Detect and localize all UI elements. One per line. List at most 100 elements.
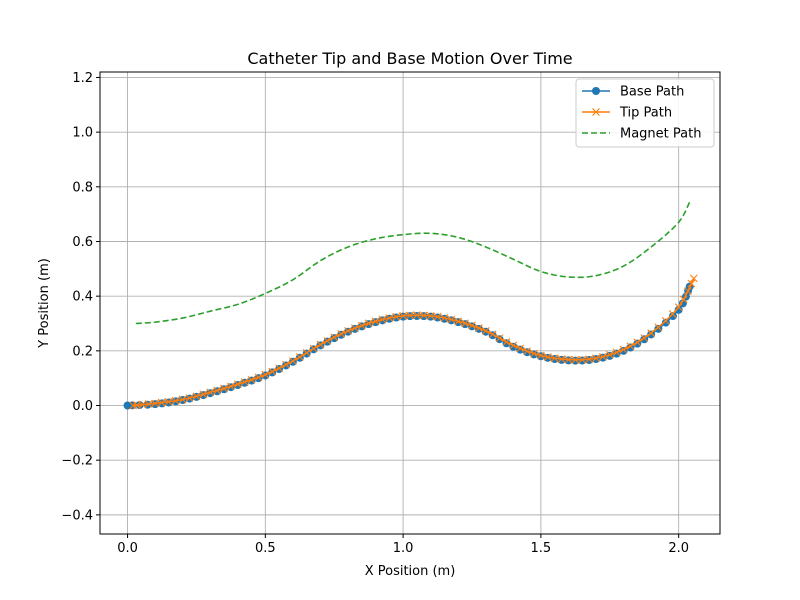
data-point — [612, 348, 621, 357]
y-tick-label: 1.2 — [72, 71, 93, 86]
data-point — [647, 329, 655, 337]
data-point — [316, 340, 325, 349]
data-point — [468, 321, 476, 330]
data-point — [578, 355, 587, 364]
plot-frame — [99, 71, 721, 535]
legend-label: Magnet Path — [620, 127, 701, 142]
y-axis-ticks: −0.4 −0.2 0.0 0.2 0.4 0.6 0.8 1.0 1.2 — [61, 71, 100, 523]
data-point — [344, 326, 352, 335]
data-point — [371, 317, 380, 326]
series-line — [135, 201, 691, 325]
data-point — [337, 330, 345, 338]
data-point — [392, 312, 401, 321]
legend-label: Base Path — [620, 85, 684, 100]
data-point — [633, 338, 642, 347]
data-point — [323, 336, 332, 345]
x-tick-label: 2.0 — [668, 541, 689, 556]
data-point — [240, 378, 249, 386]
data-point — [213, 386, 221, 395]
data-point — [668, 310, 677, 318]
series-tip-path — [129, 274, 698, 410]
data-point — [475, 324, 483, 332]
data-point — [351, 324, 359, 332]
data-point — [605, 350, 614, 359]
data-point — [543, 353, 552, 361]
y-tick-label: 0.2 — [72, 344, 93, 359]
data-point — [385, 314, 394, 322]
data-point — [178, 395, 187, 404]
data-point — [275, 364, 283, 373]
data-point — [426, 311, 435, 320]
legend-box — [575, 78, 715, 148]
data-point — [227, 382, 235, 391]
y-axis-label: Y Position (m) — [37, 258, 52, 349]
data-point — [654, 323, 663, 332]
data-point — [689, 274, 698, 283]
data-point — [516, 344, 525, 353]
data-point — [206, 388, 215, 397]
data-point — [399, 311, 407, 320]
data-point — [289, 357, 297, 365]
data-point — [619, 345, 628, 354]
data-point — [585, 355, 593, 364]
data-point — [537, 351, 545, 360]
data-point — [481, 326, 490, 335]
data-point — [138, 400, 147, 409]
data-point — [447, 315, 456, 324]
data-point — [661, 316, 670, 325]
y-tick-label: 0.4 — [72, 290, 93, 305]
data-point — [247, 375, 256, 384]
x-tick-label: 1.0 — [393, 541, 414, 556]
data-point — [433, 312, 442, 321]
data-point — [261, 370, 270, 379]
data-point — [171, 396, 180, 405]
y-tick-label: −0.4 — [61, 508, 93, 523]
legend-item: Tip Path — [582, 106, 672, 121]
series-magnet-path — [135, 201, 691, 325]
data-point — [440, 314, 449, 322]
y-tick-label: 0.6 — [72, 235, 93, 250]
data-point — [592, 354, 600, 363]
data-point — [185, 394, 194, 402]
data-point — [495, 334, 504, 342]
y-tick-label: 0.0 — [72, 399, 93, 414]
data-point — [378, 315, 387, 324]
data-point — [599, 352, 607, 361]
data-point — [268, 367, 277, 376]
legend-item: Base Path — [582, 85, 684, 100]
grid — [100, 72, 720, 534]
x-axis-ticks: 0.0 0.5 1.0 1.5 2.0 — [117, 534, 689, 556]
data-point — [684, 287, 692, 296]
data-point — [357, 321, 366, 330]
data-point — [419, 311, 428, 320]
data-point — [254, 373, 263, 382]
y-tick-label: 1.0 — [72, 126, 93, 141]
data-point — [454, 317, 463, 326]
x-axis-label: X Position (m) — [365, 564, 456, 579]
x-tick-label: 0.5 — [255, 541, 276, 556]
data-point — [550, 354, 559, 363]
y-tick-label: 0.8 — [72, 180, 93, 195]
data-point — [687, 279, 696, 288]
x-tick-label: 0.0 — [117, 541, 138, 556]
data-point — [192, 392, 201, 401]
data-point — [295, 353, 304, 361]
chart-title: Catheter Tip and Base Motion Over Time — [247, 49, 572, 68]
data-point — [282, 360, 290, 369]
data-point — [406, 311, 414, 320]
data-point — [302, 348, 311, 357]
data-point — [164, 397, 173, 406]
data-point — [199, 390, 208, 399]
data-point — [679, 295, 688, 304]
data-point — [571, 355, 580, 364]
data-point — [413, 311, 421, 320]
data-point — [502, 338, 511, 346]
legend: Base Path Tip Path Magnet Path — [575, 78, 715, 148]
data-point — [674, 303, 683, 311]
data-point — [151, 399, 159, 408]
data-point — [530, 349, 538, 358]
data-point — [233, 380, 242, 389]
data-point — [309, 344, 318, 353]
data-point — [461, 319, 469, 328]
legend-marker — [592, 108, 600, 116]
